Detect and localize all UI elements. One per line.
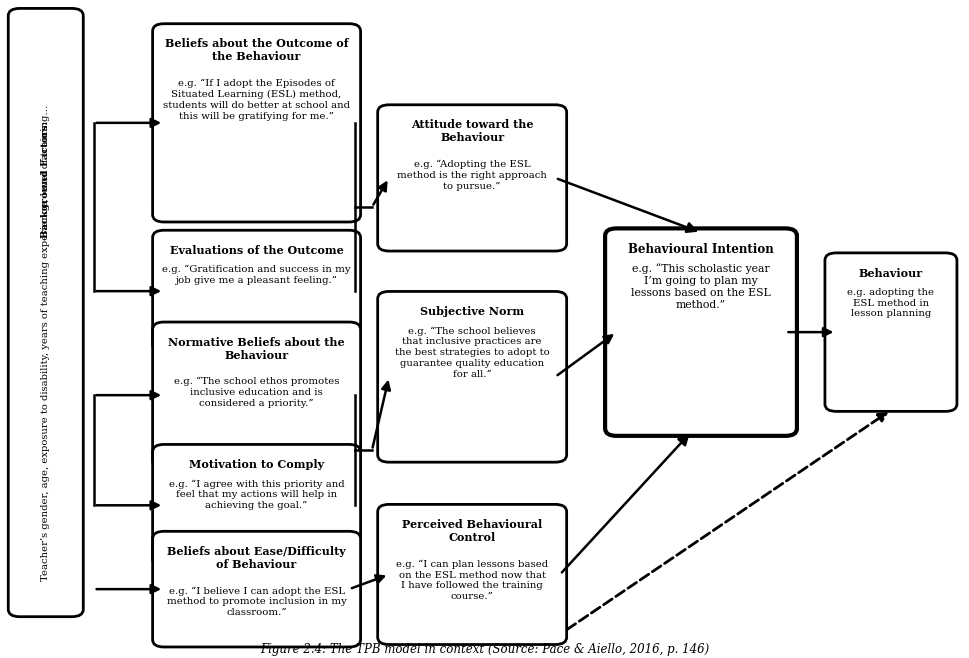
Text: Beliefs about Ease/Difficulty
of Behaviour: Beliefs about Ease/Difficulty of Behavio… (168, 546, 346, 570)
Text: Subjective Norm: Subjective Norm (421, 306, 524, 317)
Text: e.g. “The school ethos promotes
inclusive education and is
considered a priority: e.g. “The school ethos promotes inclusiv… (173, 377, 339, 408)
FancyBboxPatch shape (378, 505, 567, 645)
Text: Behavioural Intention: Behavioural Intention (628, 243, 774, 256)
Text: Beliefs about the Outcome of
the Behaviour: Beliefs about the Outcome of the Behavio… (165, 38, 348, 63)
FancyBboxPatch shape (152, 444, 360, 566)
Text: Behaviour: Behaviour (859, 268, 923, 278)
Text: Motivation to Comply: Motivation to Comply (189, 459, 325, 470)
Text: e.g. “The school believes
that inclusive practices are
the best strategies to ad: e.g. “The school believes that inclusive… (394, 326, 549, 378)
FancyBboxPatch shape (152, 531, 360, 647)
Text: Perceived Behavioural
Control: Perceived Behavioural Control (402, 519, 543, 543)
Text: e.g. “Gratification and success in my
job give me a pleasant feeling.”: e.g. “Gratification and success in my jo… (162, 265, 351, 285)
FancyBboxPatch shape (825, 253, 957, 411)
Text: e.g. “I believe I can adopt the ESL
method to promote inclusion in my
classroom.: e.g. “I believe I can adopt the ESL meth… (167, 586, 347, 617)
Text: Background Factors:: Background Factors: (42, 118, 50, 238)
FancyBboxPatch shape (152, 322, 360, 468)
FancyBboxPatch shape (378, 105, 567, 251)
Text: Attitude toward the
Behaviour: Attitude toward the Behaviour (411, 120, 533, 143)
FancyBboxPatch shape (152, 24, 360, 222)
Text: Teacher’s gender, age, exposure to disability, years of teaching experience, lev: Teacher’s gender, age, exposure to disab… (42, 105, 50, 581)
Text: e.g. adopting the
ESL method in
lesson planning: e.g. adopting the ESL method in lesson p… (848, 288, 934, 318)
Text: Figure 2.4: The TPB model in context (Source: Pace & Aiello, 2016, p. 146): Figure 2.4: The TPB model in context (So… (260, 643, 709, 656)
Text: e.g. “I can plan lessons based
on the ESL method now that
I have followed the tr: e.g. “I can plan lessons based on the ES… (396, 559, 548, 601)
Text: e.g. “Adopting the ESL
method is the right approach
to pursue.”: e.g. “Adopting the ESL method is the rig… (397, 160, 547, 191)
Text: e.g. “I agree with this priority and
feel that my actions will help in
achieving: e.g. “I agree with this priority and fee… (169, 479, 344, 510)
Text: e.g. “If I adopt the Episodes of
Situated Learning (ESL) method,
students will d: e.g. “If I adopt the Episodes of Situate… (163, 79, 350, 120)
Text: Evaluations of the Outcome: Evaluations of the Outcome (170, 245, 343, 256)
FancyBboxPatch shape (605, 228, 797, 436)
FancyBboxPatch shape (378, 291, 567, 462)
FancyBboxPatch shape (9, 9, 83, 617)
Text: e.g. “This scholastic year
I’m going to plan my
lessons based on the ESL
method.: e.g. “This scholastic year I’m going to … (631, 263, 771, 310)
FancyBboxPatch shape (152, 230, 360, 352)
Text: Normative Beliefs about the
Behaviour: Normative Beliefs about the Behaviour (169, 337, 345, 361)
